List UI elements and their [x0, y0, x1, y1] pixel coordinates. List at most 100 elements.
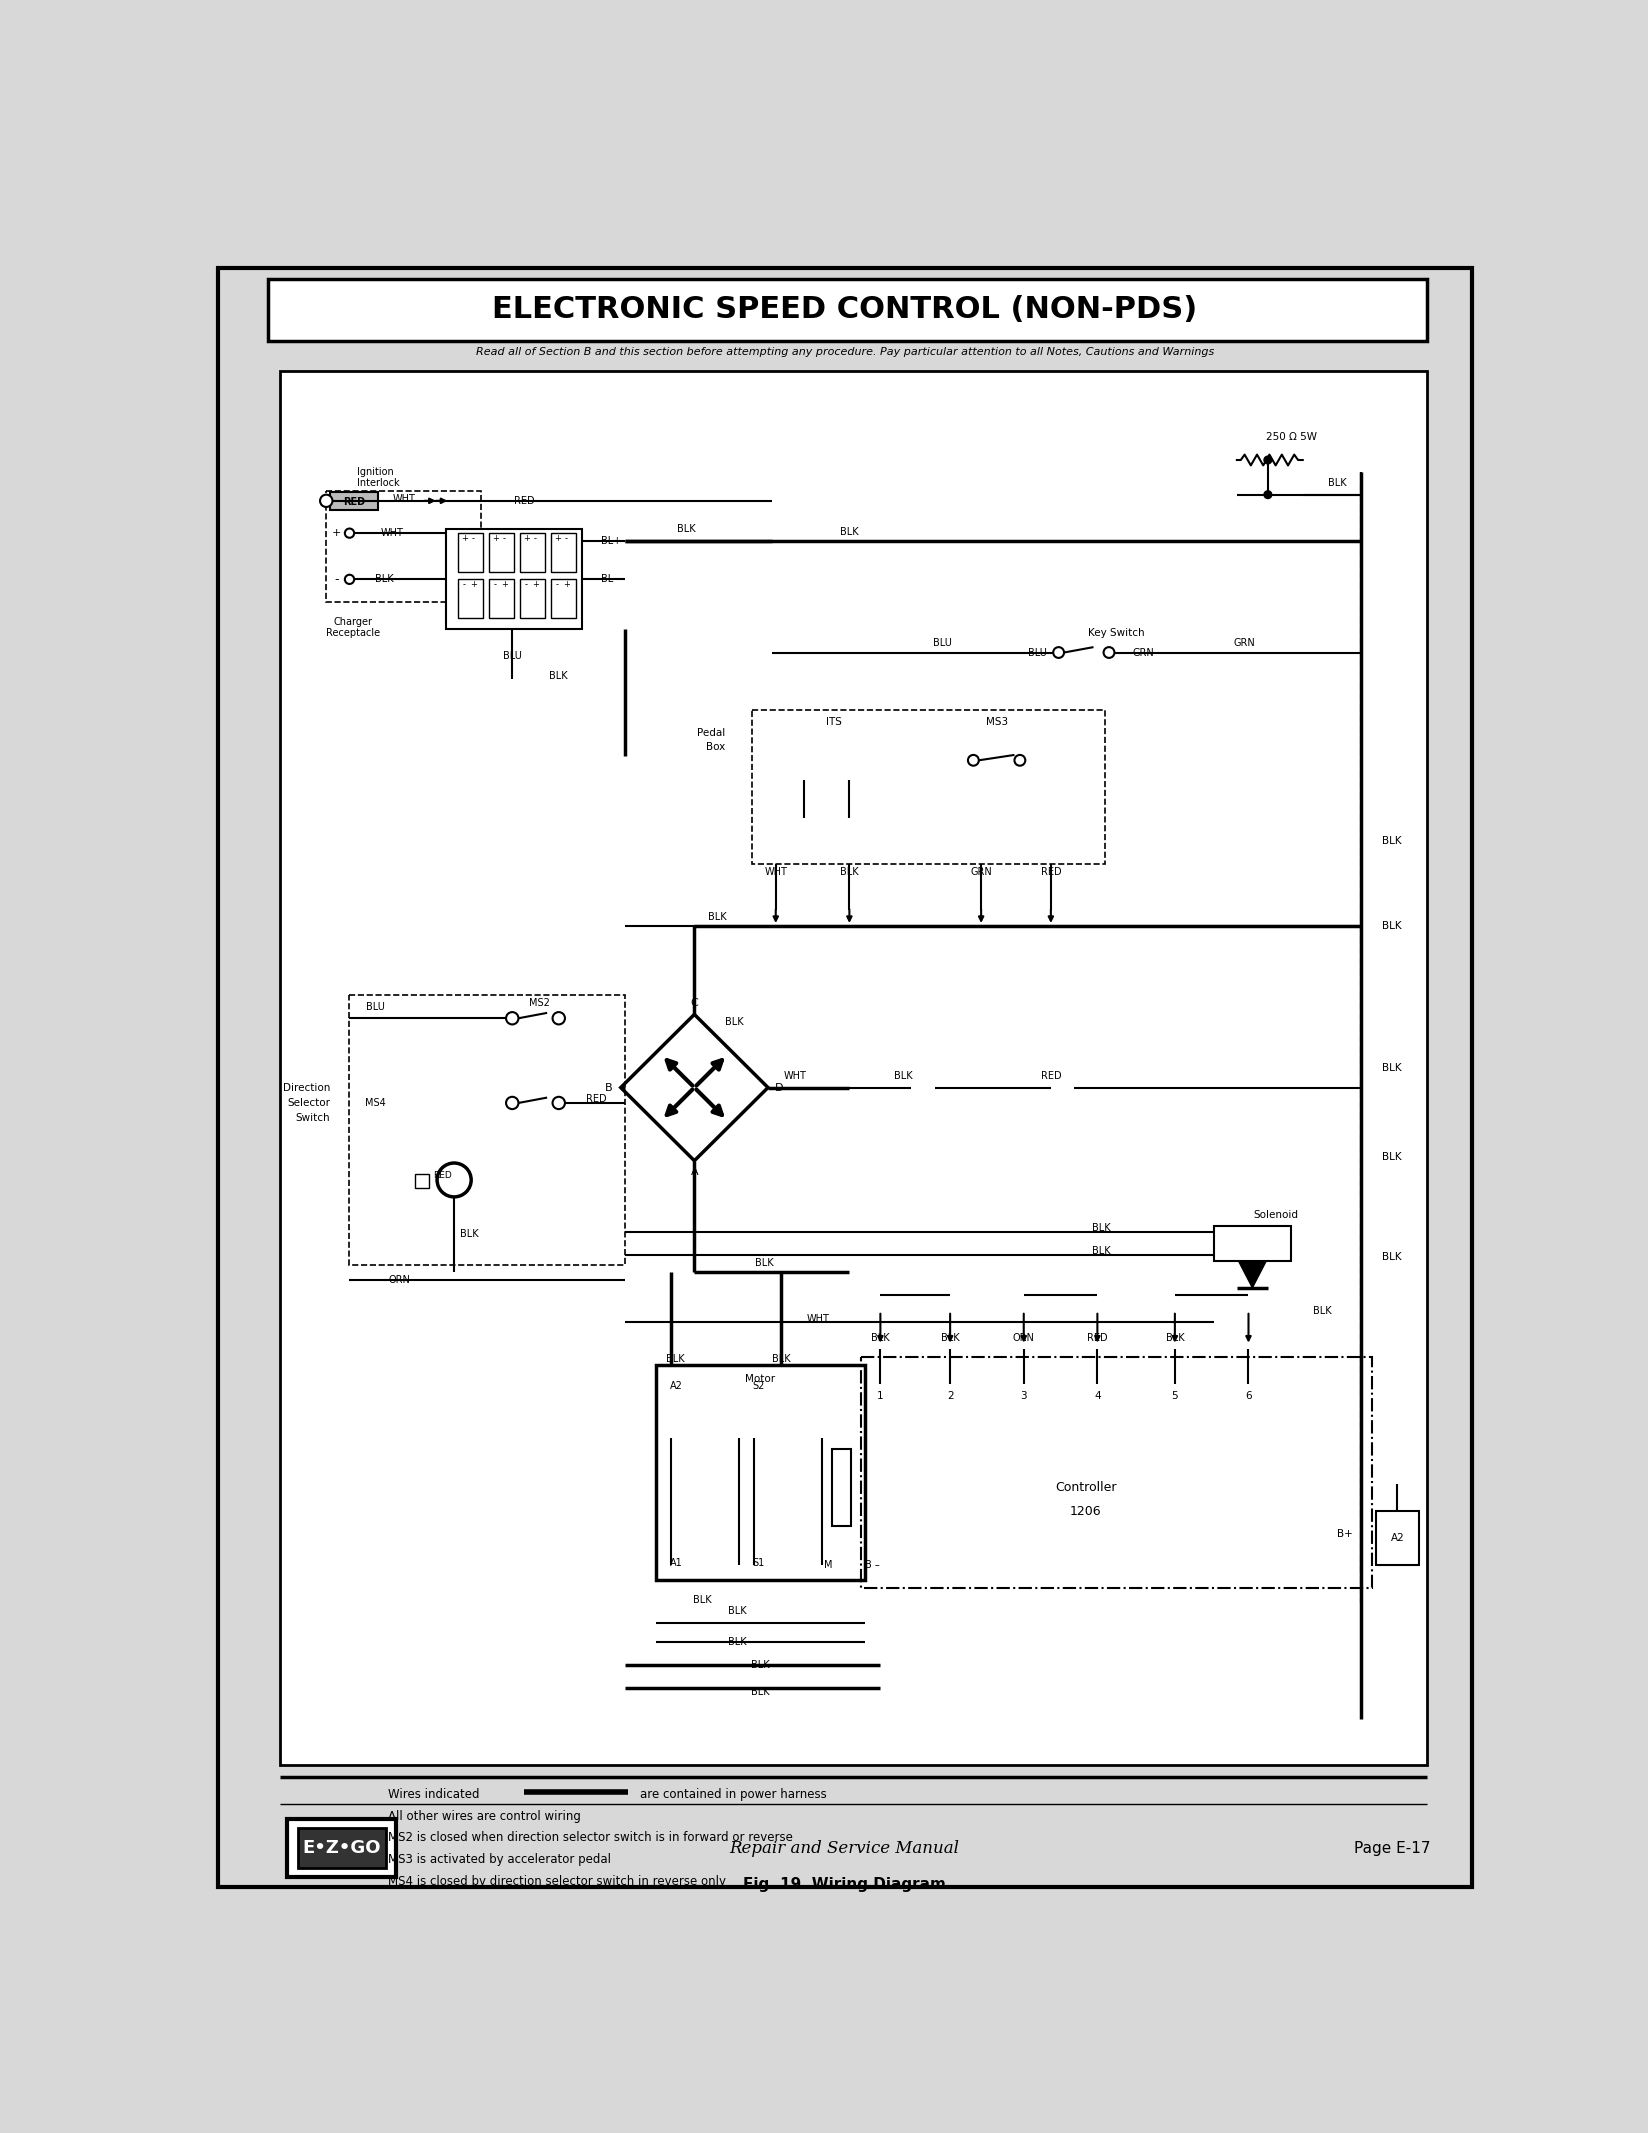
Text: 1206: 1206 [1070, 1504, 1101, 1517]
Bar [550, 533, 575, 572]
Text: BLK: BLK [1381, 836, 1401, 847]
Text: BLK: BLK [870, 1333, 890, 1344]
Text: ITS: ITS [826, 717, 840, 727]
Text: BL-: BL- [602, 574, 616, 584]
Bar [269, 279, 1426, 341]
Text: -: - [503, 533, 506, 544]
Text: BLK: BLK [941, 1333, 959, 1344]
Text: BLU: BLU [366, 1003, 384, 1011]
Text: +: + [522, 533, 529, 544]
Text: BLU: BLU [1027, 648, 1046, 657]
Bar [656, 1365, 864, 1581]
Text: BLK: BLK [839, 527, 859, 538]
Bar [458, 533, 483, 572]
Text: Wires indicated: Wires indicated [387, 1787, 480, 1800]
Text: BLK: BLK [692, 1595, 710, 1604]
Text: Key Switch: Key Switch [1088, 629, 1144, 638]
Text: GRN: GRN [1132, 648, 1154, 657]
Text: 6: 6 [1244, 1391, 1251, 1401]
Bar [447, 529, 582, 629]
Bar [550, 580, 575, 619]
Text: B –: B – [864, 1559, 878, 1570]
Text: -: - [534, 533, 537, 544]
Text: 1: 1 [877, 1391, 883, 1401]
Bar [330, 491, 377, 510]
Text: MS4 is closed by direction selector switch in reverse only: MS4 is closed by direction selector swit… [387, 1875, 725, 1888]
Text: +: + [532, 580, 539, 589]
Text: Solenoid: Solenoid [1252, 1209, 1297, 1220]
Bar [860, 1357, 1371, 1589]
Bar [519, 533, 544, 572]
Text: All other wires are control wiring: All other wires are control wiring [387, 1809, 580, 1824]
Circle shape [552, 1011, 565, 1024]
Text: BLK: BLK [1091, 1246, 1109, 1256]
Text: BLK: BLK [1381, 1064, 1401, 1073]
Text: +: + [562, 580, 570, 589]
Text: Pedal: Pedal [697, 727, 725, 738]
Text: Read all of Section B and this section before attempting any procedure. Pay part: Read all of Section B and this section b… [475, 348, 1213, 356]
Text: RED: RED [343, 497, 364, 508]
Text: BLK: BLK [725, 1017, 743, 1028]
Text: BLK: BLK [727, 1636, 747, 1647]
Text: RED: RED [1040, 1071, 1061, 1081]
Text: BLK: BLK [1312, 1305, 1330, 1316]
Text: Receptacle: Receptacle [326, 629, 381, 638]
Text: Motor: Motor [745, 1374, 775, 1384]
Text: RED: RED [1040, 866, 1061, 877]
Text: -: - [493, 580, 496, 589]
Circle shape [506, 1011, 517, 1024]
Circle shape [1103, 646, 1114, 657]
Bar [280, 371, 1426, 1766]
Text: Selector: Selector [287, 1098, 330, 1107]
Text: +: + [501, 580, 508, 589]
Bar [831, 1450, 850, 1527]
Circle shape [552, 1096, 565, 1109]
Text: MS4: MS4 [364, 1098, 386, 1107]
Text: MS2 is closed when direction selector switch is in forward or reverse: MS2 is closed when direction selector sw… [387, 1832, 793, 1845]
Circle shape [344, 529, 354, 538]
Text: ELECTRONIC SPEED CONTROL (NON-PDS): ELECTRONIC SPEED CONTROL (NON-PDS) [491, 294, 1196, 324]
Text: +: + [460, 533, 468, 544]
Bar [287, 1819, 396, 1877]
Text: BLK: BLK [893, 1071, 913, 1081]
Text: BLK: BLK [709, 911, 727, 921]
Text: Repair and Service Manual: Repair and Service Manual [730, 1841, 959, 1858]
Text: -: - [471, 533, 475, 544]
Text: ORN: ORN [1012, 1333, 1033, 1344]
Text: 2: 2 [946, 1391, 953, 1401]
Text: D: D [775, 1084, 783, 1092]
Text: RED: RED [433, 1171, 452, 1180]
Text: GRN: GRN [969, 866, 992, 877]
Text: BLK: BLK [755, 1258, 773, 1269]
Circle shape [1014, 755, 1025, 766]
Text: MS3: MS3 [986, 717, 1007, 727]
Text: -: - [524, 580, 527, 589]
Text: BLU: BLU [503, 651, 521, 661]
Text: BLK: BLK [460, 1229, 478, 1239]
Bar [489, 580, 514, 619]
Text: RED: RED [513, 495, 534, 506]
Text: +: + [470, 580, 476, 589]
Bar [326, 491, 481, 602]
Text: BLK: BLK [1091, 1222, 1109, 1233]
Text: A: A [691, 1167, 697, 1177]
Bar [1376, 1510, 1419, 1566]
Text: BLK: BLK [1328, 478, 1346, 488]
Polygon shape [1238, 1261, 1266, 1288]
Circle shape [437, 1162, 471, 1197]
Text: 4: 4 [1093, 1391, 1099, 1401]
Text: RED: RED [1086, 1333, 1107, 1344]
Text: WHT: WHT [806, 1314, 829, 1325]
Text: BLK: BLK [549, 670, 567, 680]
Text: S2: S2 [751, 1382, 765, 1391]
Text: BLK: BLK [677, 525, 695, 533]
Text: C: C [691, 998, 697, 1009]
Text: E•Z•GO: E•Z•GO [302, 1839, 381, 1858]
Text: Interlock: Interlock [358, 478, 399, 488]
Text: A2: A2 [669, 1382, 682, 1391]
Text: -: - [335, 574, 338, 587]
Bar [519, 580, 544, 619]
Text: -: - [463, 580, 465, 589]
Text: ORN: ORN [389, 1276, 410, 1284]
Text: A2: A2 [1389, 1534, 1404, 1542]
